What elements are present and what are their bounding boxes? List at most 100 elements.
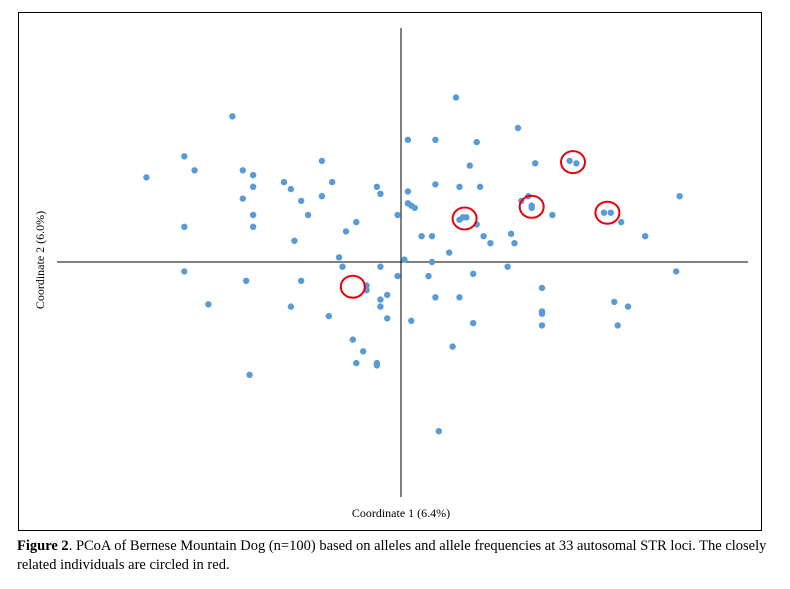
data-point: [470, 270, 477, 277]
data-point: [394, 211, 401, 219]
data-point: [411, 204, 418, 212]
data-point: [246, 371, 253, 378]
data-point: [466, 162, 473, 169]
figure-frame: [18, 12, 762, 531]
caption-text: . PCoA of Bernese Mountain Dog (n=100) b…: [17, 538, 767, 573]
data-point: [418, 233, 425, 240]
data-point: [449, 343, 456, 350]
data-point: [298, 277, 305, 284]
data-point: [280, 178, 288, 186]
data-point: [298, 197, 305, 205]
data-point: [673, 268, 680, 275]
data-point: [181, 153, 188, 160]
data-point: [325, 312, 332, 320]
data-point: [600, 209, 608, 216]
data-point: [538, 284, 546, 292]
data-point: [432, 136, 439, 143]
data-point: [339, 263, 346, 270]
data-point: [287, 303, 295, 310]
data-point: [304, 211, 312, 219]
data-point: [191, 167, 198, 174]
data-point: [404, 136, 412, 143]
data-point: [249, 211, 257, 219]
data-point: [377, 263, 384, 270]
data-point: [408, 317, 415, 324]
data-point: [239, 167, 246, 174]
data-point: [181, 268, 188, 275]
data-point: [181, 223, 188, 230]
data-point: [532, 160, 539, 167]
data-point: [335, 254, 343, 261]
data-point: [287, 185, 295, 193]
data-point: [432, 181, 439, 188]
data-point: [229, 113, 236, 120]
data-point: [353, 218, 360, 226]
data-point: [318, 157, 326, 165]
data-point: [538, 322, 546, 329]
data-point: [425, 272, 432, 280]
data-point: [435, 428, 442, 435]
data-point: [456, 183, 463, 190]
data-point: [487, 240, 494, 247]
data-point: [614, 322, 621, 329]
data-point: [373, 183, 381, 190]
related-pair-circle: [339, 274, 366, 299]
data-point: [611, 298, 618, 306]
data-point: [377, 190, 384, 197]
data-point: [342, 228, 350, 235]
data-point: [329, 178, 336, 186]
data-point: [480, 233, 487, 240]
data-point: [607, 209, 614, 216]
related-pair-circle: [451, 206, 478, 231]
data-point: [428, 233, 436, 240]
data-point: [470, 319, 477, 327]
data-point: [205, 301, 212, 308]
data-point: [249, 183, 257, 190]
data-point: [353, 359, 360, 367]
related-pair-circle: [560, 150, 586, 175]
data-point: [573, 160, 580, 167]
caption-label: Figure 2: [17, 538, 69, 554]
data-point: [349, 336, 356, 343]
data-point: [318, 193, 326, 200]
data-point: [446, 249, 453, 256]
data-point: [514, 124, 522, 132]
data-point: [249, 171, 257, 179]
data-point: [239, 195, 246, 202]
data-point: [676, 193, 683, 200]
data-point: [642, 233, 649, 240]
data-point: [473, 138, 480, 146]
data-point: [360, 348, 367, 355]
data-point: [511, 240, 518, 247]
data-point: [394, 272, 401, 280]
figure-caption: Figure 2. PCoA of Bernese Mountain Dog (…: [17, 537, 777, 575]
data-point: [401, 256, 408, 263]
data-point: [428, 258, 436, 266]
data-point: [432, 294, 439, 301]
data-point: [624, 303, 632, 310]
data-point: [528, 202, 535, 209]
data-point: [243, 277, 250, 284]
y-axis-label: Coordinate 2 (6.0%): [33, 211, 47, 309]
data-point: [456, 294, 463, 301]
data-point: [507, 230, 515, 237]
x-axis-label: Coordinate 1 (6.4%): [352, 506, 450, 520]
data-point: [452, 94, 460, 101]
data-point: [404, 188, 412, 195]
data-point: [476, 183, 484, 190]
data-point: [291, 237, 298, 244]
related-pair-circle: [594, 200, 621, 225]
data-point: [249, 223, 257, 230]
data-point: [566, 157, 573, 165]
data-point: [373, 359, 381, 367]
data-point: [377, 303, 384, 310]
data-point: [463, 214, 470, 221]
data-point: [143, 174, 150, 181]
data-point: [384, 315, 391, 322]
data-point: [549, 211, 556, 219]
data-point: [377, 296, 384, 303]
data-point: [504, 263, 511, 270]
highlight-circles-layer: [339, 150, 621, 299]
points-layer: [143, 94, 683, 435]
